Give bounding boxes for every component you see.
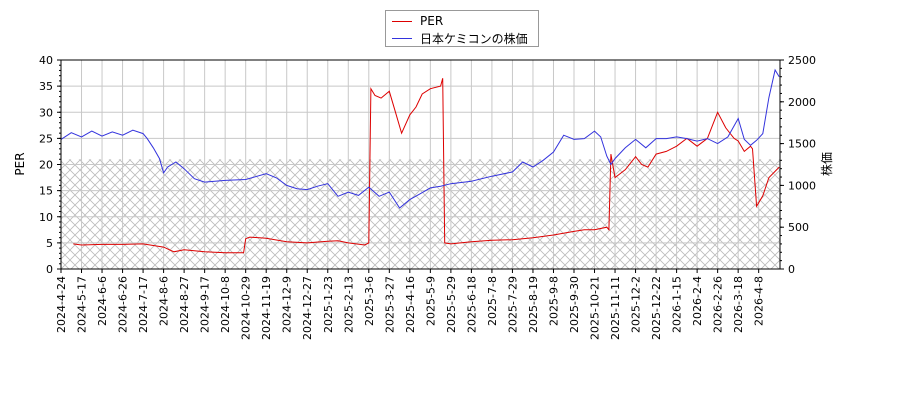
svg-text:2024-8-27: 2024-8-27 [178,276,191,333]
legend: PER 日本ケミコンの株価 [385,10,539,47]
svg-text:20: 20 [39,159,53,172]
svg-text:2026-2-26: 2026-2-26 [712,276,725,333]
svg-text:2024-10-29: 2024-10-29 [240,276,253,340]
svg-text:1500: 1500 [788,138,816,151]
svg-text:2024-5-17: 2024-5-17 [76,276,89,333]
svg-text:2500: 2500 [788,54,816,67]
svg-text:2025-1-23: 2025-1-23 [322,276,335,333]
svg-text:40: 40 [39,54,53,67]
svg-text:25: 25 [39,132,53,145]
legend-label: PER [420,14,444,28]
svg-text:2026-3-18: 2026-3-18 [732,276,745,333]
grid-lines [61,60,780,269]
svg-text:2025-2-13: 2025-2-13 [342,276,355,333]
svg-text:2025-9-30: 2025-9-30 [568,276,581,333]
svg-text:2025-12-22: 2025-12-22 [650,276,663,340]
svg-text:2025-8-19: 2025-8-19 [527,276,540,333]
y-axis-title-left: PER [13,152,27,175]
svg-text:2025-7-29: 2025-7-29 [506,276,519,333]
legend-label: 日本ケミコンの株価 [420,31,528,46]
svg-text:2026-4-8: 2026-4-8 [753,276,766,326]
svg-text:2025-5-29: 2025-5-29 [445,276,458,333]
svg-text:2025-11-11: 2025-11-11 [609,276,622,340]
svg-text:2026-1-15: 2026-1-15 [671,276,684,333]
series-lines [60,68,780,254]
y-axis-title-right: 株価 [819,152,834,176]
svg-text:2025-6-18: 2025-6-18 [465,276,478,333]
svg-text:2025-4-16: 2025-4-16 [404,276,417,333]
svg-text:2024-10-8: 2024-10-8 [219,276,232,333]
svg-text:2024-4-24: 2024-4-24 [55,276,68,333]
svg-text:2025-10-21: 2025-10-21 [589,276,602,340]
svg-text:5: 5 [46,237,53,250]
svg-text:2025-7-8: 2025-7-8 [486,276,499,326]
per-line [73,78,780,254]
svg-text:2024-7-17: 2024-7-17 [137,276,150,333]
svg-text:2024-6-6: 2024-6-6 [96,276,109,326]
svg-text:2025-3-27: 2025-3-27 [383,276,396,333]
svg-text:30: 30 [39,106,53,119]
svg-text:2024-6-26: 2024-6-26 [117,276,130,333]
svg-text:2025-3-6: 2025-3-6 [363,276,376,326]
legend-item-price: 日本ケミコンの株価 [392,30,528,46]
hatched-band [61,159,780,269]
svg-text:2025-9-8: 2025-9-8 [547,276,560,326]
axes: 0 5 10 15 20 25 30 35 40 0 500 1000 1500 2000 2500 2024… [39,54,816,340]
svg-text:2025-5-9: 2025-5-9 [424,276,437,326]
svg-text:500: 500 [788,221,809,234]
svg-text:2024-11-19: 2024-11-19 [260,276,273,340]
svg-text:2024-8-6: 2024-8-6 [158,276,171,326]
svg-text:2025-12-2: 2025-12-2 [630,276,643,333]
price-line [60,68,780,209]
legend-item-per: PER [392,13,443,29]
svg-text:2026-2-4: 2026-2-4 [691,276,704,326]
svg-text:2024-9-17: 2024-9-17 [199,276,212,333]
legend-swatch-blue [392,37,412,39]
svg-text:2024-12-27: 2024-12-27 [301,276,314,340]
svg-text:10: 10 [39,211,53,224]
svg-text:1000: 1000 [788,179,816,192]
svg-text:2024-12-9: 2024-12-9 [281,276,294,333]
svg-text:0: 0 [788,263,795,276]
svg-text:2000: 2000 [788,96,816,109]
legend-swatch-red [392,20,412,22]
svg-text:15: 15 [39,185,53,198]
svg-text:35: 35 [39,80,53,93]
svg-text:0: 0 [46,263,53,276]
